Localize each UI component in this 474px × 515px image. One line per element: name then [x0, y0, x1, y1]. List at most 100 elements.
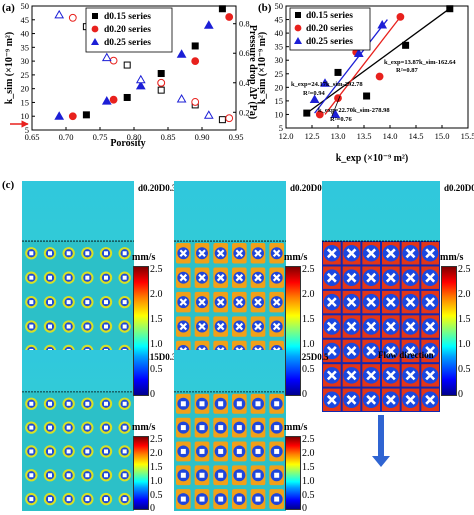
- x-tick-label: 0.75: [93, 132, 108, 142]
- colorbar-tick: 0: [150, 389, 155, 400]
- x-tick-label: 0.70: [59, 132, 74, 142]
- fiber-square: [48, 275, 52, 280]
- fiber-square: [66, 401, 71, 406]
- fiber-square: [66, 275, 71, 280]
- data-point: [54, 111, 65, 120]
- fiber-square: [85, 497, 90, 502]
- colorbar-tick: 0: [458, 389, 463, 400]
- data-point: [446, 5, 454, 13]
- fiber-square: [199, 401, 205, 407]
- fiber-cross: [425, 394, 436, 405]
- data-point: [320, 78, 330, 87]
- colorbar-tick: 2.5: [150, 434, 163, 445]
- panel-a-y2label: Pressure drop ΔP (Pa): [247, 25, 258, 119]
- colorbar-tick: 1.5: [302, 462, 315, 473]
- data-point: [157, 70, 165, 78]
- data-point: [315, 110, 324, 119]
- fiber-cross: [425, 370, 436, 381]
- colorbar-unit: mm/s: [440, 252, 464, 263]
- panel-b-fit-red: k_exp=22.70k_sim-278.98: [318, 107, 390, 114]
- y-tick-label: 40: [21, 29, 30, 39]
- colorbar-tick: 0.5: [150, 364, 163, 375]
- fiber-square: [29, 251, 34, 256]
- fiber-cross: [405, 297, 416, 308]
- x-tick-label: 12.0: [279, 131, 294, 141]
- fiber-square: [122, 275, 127, 280]
- fiber-cross: [272, 322, 281, 331]
- panel-b-ylabel: k_sim (×10⁻⁹ m²): [257, 32, 268, 105]
- panel-b-x-ticks: 12.0 12.5 13.0 13.5 14.0 14.5 15.0 15.5: [279, 125, 474, 141]
- fiber-cross: [405, 321, 416, 332]
- panel-a-legend-3: d0.25 series: [104, 38, 151, 48]
- fiber-cross: [326, 346, 337, 356]
- fiber-square: [29, 425, 34, 430]
- data-point: [402, 41, 410, 49]
- fiber-square: [48, 300, 52, 305]
- fiber-cross: [385, 248, 396, 259]
- fiber-cross: [272, 249, 281, 258]
- fiber-cross: [326, 248, 337, 259]
- data-point: [334, 68, 342, 76]
- fiber-cross: [216, 273, 225, 282]
- legend-circle-icon: [91, 25, 99, 33]
- colorbar-tick: 1.0: [150, 476, 163, 487]
- colorbar-unit: mm/s: [284, 252, 308, 263]
- fiber-square: [85, 449, 90, 454]
- fiber-square: [66, 473, 71, 478]
- fiber-square: [218, 448, 224, 454]
- data-point: [123, 93, 131, 101]
- legend-triangle-icon: [294, 37, 302, 44]
- colorbar-gradient: [441, 266, 457, 396]
- fiber-square: [122, 401, 127, 406]
- fiber-square: [48, 401, 52, 406]
- panel-b-y-ticks: 5 10 15 20 25 30 35 40 45 50: [275, 1, 289, 133]
- y-tick-label: 15: [275, 96, 284, 106]
- fiber-cross: [235, 273, 244, 282]
- y-tick-label: 45: [275, 15, 284, 25]
- colorbar-tick: 2.0: [458, 289, 471, 300]
- fiber-cross: [385, 394, 396, 405]
- fiber-cross: [346, 297, 357, 308]
- fiber-square: [104, 401, 108, 406]
- y-tick-label: 45: [21, 15, 30, 25]
- flow-direction-arrow-icon: [372, 415, 390, 467]
- data-point: [101, 52, 112, 62]
- data-point: [82, 111, 90, 119]
- panel-a-y-ticks: 5 10 15 20 25 30 35 40 45 50: [21, 1, 35, 135]
- data-point: [353, 48, 364, 57]
- fit-line: [306, 6, 453, 114]
- fiber-square: [29, 324, 34, 329]
- fiber-square: [218, 496, 224, 502]
- fiber-cross: [254, 273, 262, 282]
- fiber-cross: [235, 298, 244, 306]
- y-tick-label: 5: [25, 125, 29, 135]
- panel-b-xlabel: k_exp (×10⁻⁹ m²): [336, 153, 409, 164]
- fiber-square: [104, 425, 108, 430]
- data-point: [157, 86, 165, 94]
- fiber-square: [274, 425, 280, 431]
- fiber-cross: [179, 249, 188, 258]
- fiber-cross: [198, 298, 206, 306]
- simulation-title: d0.25D0.5: [290, 352, 329, 362]
- fiber-square: [122, 300, 127, 305]
- fiber-square: [29, 401, 34, 406]
- fiber-square: [85, 324, 90, 329]
- data-point: [191, 98, 200, 106]
- x-tick-label: 15.5: [461, 131, 474, 141]
- colorbar-tick: 2.5: [302, 264, 315, 275]
- fiber-cross: [326, 321, 337, 332]
- colorbar-tick: 1.5: [302, 314, 315, 325]
- data-point: [109, 95, 118, 104]
- simulation-panel: d0.15D0.3: [22, 350, 177, 511]
- panel-b-legend: d0.15 series d0.20 series d0.25 series: [289, 7, 371, 51]
- fiber-cross: [179, 322, 188, 331]
- fiber-cross: [346, 346, 357, 356]
- y-tick-label: 15: [21, 97, 30, 107]
- panel-b: 5 10 15 20 25 30 35 40 45 50 12.0 12.5 13.0 13.5 14.0…: [257, 1, 474, 164]
- y-tick-label: 35: [21, 42, 30, 52]
- panel-b-fit-black: k_exp=13.87k_sim-162.64: [384, 59, 456, 66]
- colorbar-tick: 1.5: [150, 462, 163, 473]
- y-tick-label: 10: [275, 109, 284, 119]
- data-point: [101, 96, 112, 105]
- colorbar-tick: 0: [302, 389, 307, 400]
